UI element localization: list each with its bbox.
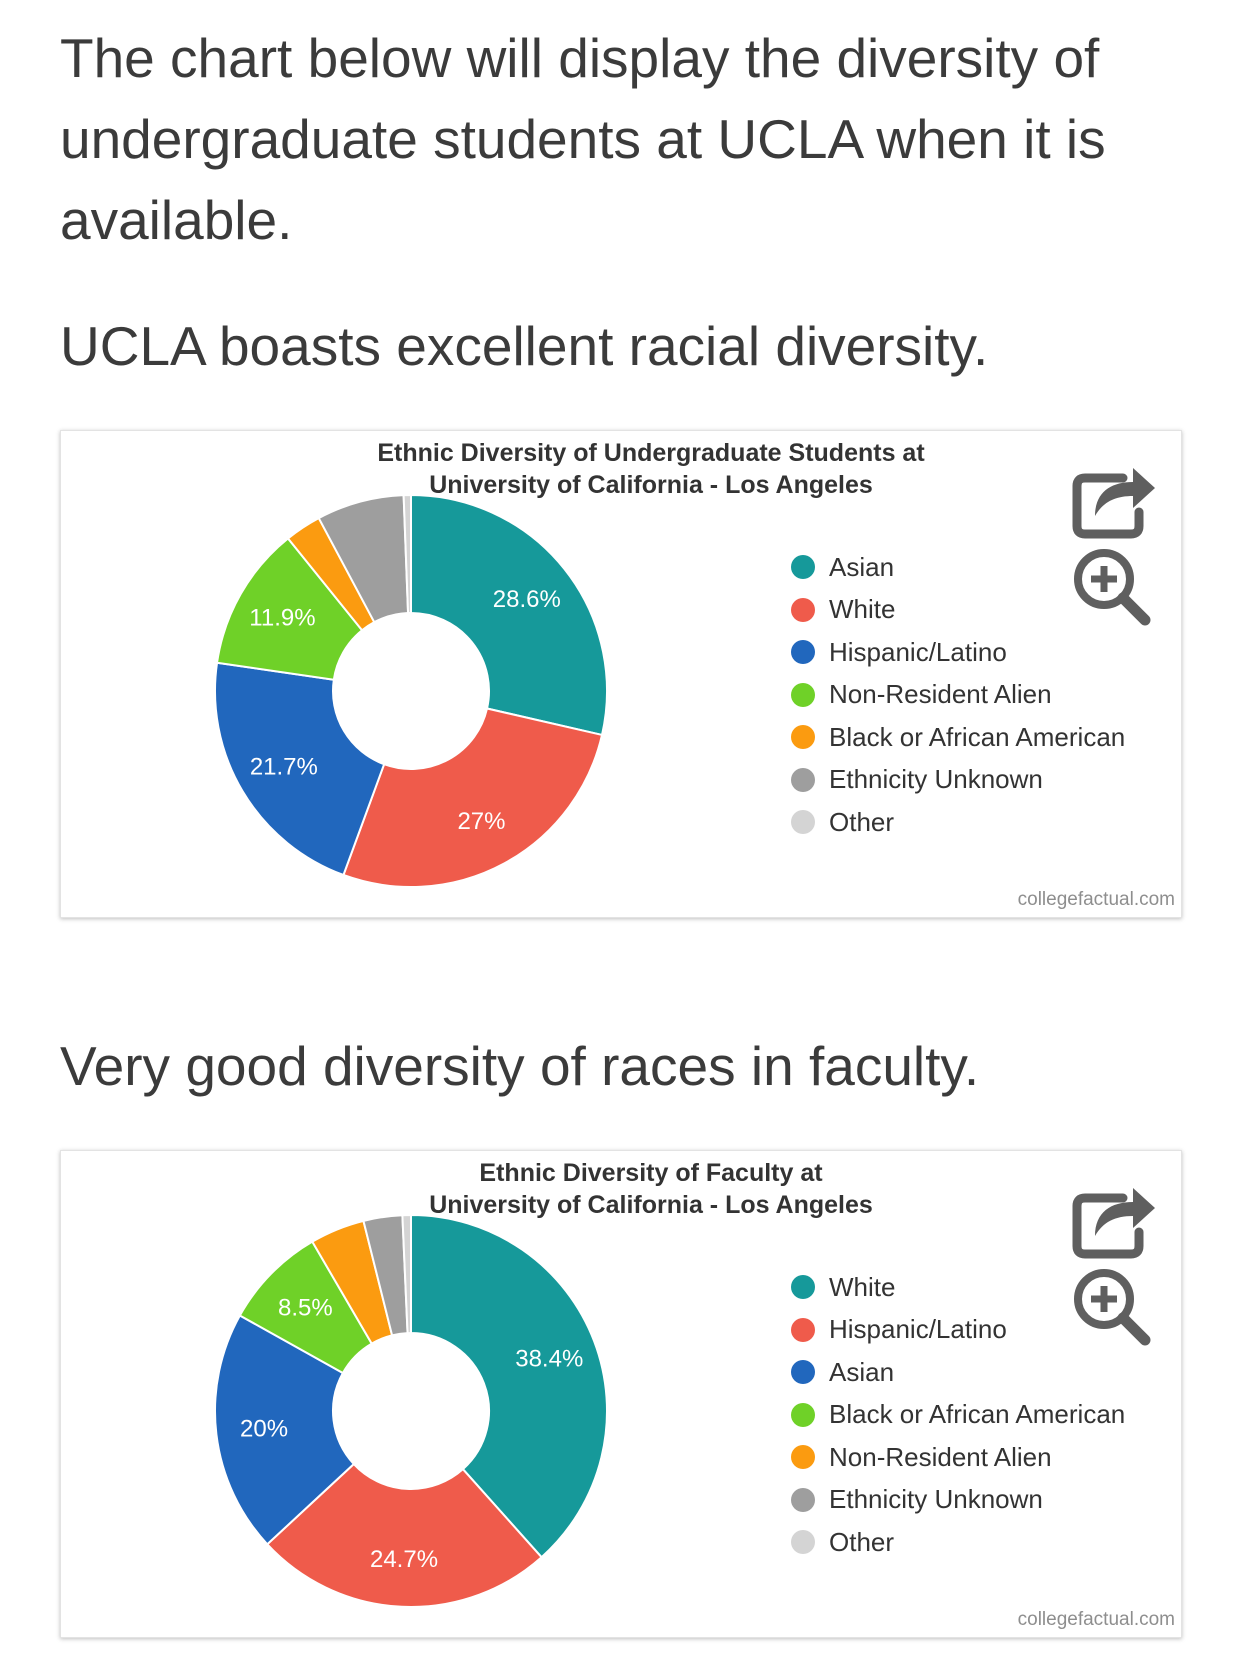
legend-label: Asian	[829, 551, 895, 582]
data-label-hispanic-latino: 21.7%	[250, 754, 318, 781]
legend-label: Ethnicity Unknown	[829, 764, 1043, 795]
legend-label: Black or African American	[829, 721, 1126, 752]
chart-title: Ethnic Diversity of Undergraduate Studen…	[301, 437, 1001, 501]
slice-other[interactable]	[401, 1213, 412, 1335]
zoom-in-icon	[1074, 1269, 1151, 1346]
slice-asian[interactable]	[410, 493, 608, 737]
data-label-white: 27%	[457, 808, 505, 835]
legend-label: Non-Resident Alien	[829, 1441, 1052, 1472]
data-label-non-resident-alien: 11.9%	[249, 605, 315, 632]
zoom-button[interactable]	[1071, 1266, 1155, 1350]
legend-label: Ethnicity Unknown	[829, 1484, 1043, 1515]
legend-item-ethnicity-unknown[interactable]: Ethnicity Unknown	[791, 1479, 1125, 1522]
slice-non-resident-alien[interactable]	[215, 537, 364, 681]
legend-item-black-or-african-american[interactable]: Black or African American	[791, 716, 1125, 759]
legend-item-non-resident-alien[interactable]: Non-Resident Alien	[791, 674, 1125, 717]
zoom-in-icon	[1074, 549, 1151, 626]
slice-hispanic-latino[interactable]	[214, 661, 386, 877]
legend-swatch	[791, 682, 815, 707]
legend-swatch	[791, 725, 815, 750]
data-label-white: 38.4%	[515, 1345, 583, 1372]
legend-item-white[interactable]: White	[791, 589, 1125, 632]
undergrad-donut-chart: 28.6% 27% 21.7% 11.9%	[214, 493, 608, 888]
share-icon	[1072, 468, 1155, 539]
legend-label: Other	[829, 1526, 895, 1557]
chart-credit[interactable]: collegefactual.com	[1017, 1609, 1175, 1630]
legend-swatch	[791, 810, 815, 835]
legend-label: Hispanic/Latino	[829, 1314, 1007, 1345]
legend-item-other[interactable]: Other	[791, 801, 1125, 844]
legend-item-non-resident-alien[interactable]: Non-Resident Alien	[791, 1436, 1125, 1479]
legend-item-asian[interactable]: Asian	[791, 1351, 1125, 1394]
legend-swatch	[791, 1445, 815, 1470]
chart-legend: Asian White Hispanic/Latino Non-Resident Al…	[791, 546, 1125, 844]
faculty-heading: Very good diversity of races in faculty.	[60, 1035, 980, 1097]
chart-title-line-1: Ethnic Diversity of Faculty at	[479, 1159, 823, 1187]
data-label-asian: 28.6%	[493, 586, 561, 613]
share-button[interactable]	[1071, 456, 1155, 540]
legend-swatch	[791, 597, 815, 622]
legend-item-hispanic-latino[interactable]: Hispanic/Latino	[791, 1309, 1125, 1352]
legend-label: Other	[829, 806, 895, 837]
legend-item-white[interactable]: White	[791, 1266, 1125, 1309]
faculty-donut-chart: 38.4% 24.7% 20% 8.5%	[214, 1213, 608, 1608]
undergrad-heading: UCLA boasts excellent racial diversity.	[60, 315, 989, 377]
legend-swatch	[791, 640, 815, 665]
slice-white[interactable]	[410, 1213, 608, 1559]
slice-hispanic-latino[interactable]	[265, 1462, 543, 1608]
data-label-hispanic-latino: 24.7%	[370, 1546, 438, 1573]
chart-title-line-2: University of California - Los Angeles	[429, 1191, 873, 1219]
legend-swatch	[791, 1530, 815, 1555]
data-label-asian: 20%	[240, 1416, 288, 1443]
intro-paragraph: The chart below will display the diversi…	[60, 27, 1106, 251]
legend-swatch	[791, 555, 815, 580]
legend-label: Non-Resident Alien	[829, 679, 1052, 710]
share-button[interactable]	[1071, 1176, 1155, 1260]
share-icon	[1072, 1188, 1155, 1259]
faculty-chart-card: 38.4% 24.7% 20% 8.5% Ethnic Diversity of Fa…	[60, 1150, 1182, 1638]
legend-item-black-or-african-american[interactable]: Black or African American	[791, 1394, 1125, 1437]
slice-other[interactable]	[402, 493, 412, 615]
chart-legend: White Hispanic/Latino Asian Black or Africa…	[791, 1266, 1125, 1564]
slice-asian[interactable]	[214, 1314, 356, 1546]
legend-label: White	[829, 594, 896, 625]
legend-item-asian[interactable]: Asian	[791, 546, 1125, 589]
chart-title-line-2: University of California - Los Angeles	[429, 471, 873, 499]
chart-title: Ethnic Diversity of Faculty at Universit…	[301, 1157, 1001, 1221]
legend-swatch	[791, 1402, 815, 1427]
legend-swatch	[791, 767, 815, 792]
legend-label: White	[829, 1271, 896, 1302]
legend-label: Asian	[829, 1356, 895, 1387]
legend-label: Black or African American	[829, 1399, 1126, 1430]
zoom-button[interactable]	[1071, 546, 1155, 630]
data-label-black-or-african-american: 8.5%	[278, 1294, 333, 1321]
chart-credit[interactable]: collegefactual.com	[1017, 889, 1175, 910]
legend-swatch	[791, 1317, 815, 1342]
legend-swatch	[791, 1275, 815, 1300]
legend-swatch	[791, 1487, 815, 1512]
legend-label: Hispanic/Latino	[829, 636, 1007, 667]
chart-title-line-1: Ethnic Diversity of Undergraduate Studen…	[377, 439, 925, 467]
legend-swatch	[791, 1360, 815, 1385]
legend-item-ethnicity-unknown[interactable]: Ethnicity Unknown	[791, 759, 1125, 802]
legend-item-other[interactable]: Other	[791, 1521, 1125, 1564]
slice-white[interactable]	[342, 707, 604, 888]
legend-item-hispanic-latino[interactable]: Hispanic/Latino	[791, 631, 1125, 674]
undergrad-chart-card: 28.6% 27% 21.7% 11.9% Ethnic Diversity of U…	[60, 430, 1182, 918]
